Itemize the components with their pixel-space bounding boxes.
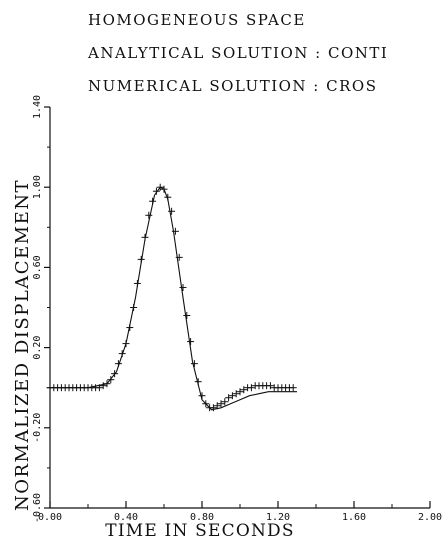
data-point-cross <box>164 193 172 201</box>
data-point-cross <box>190 360 198 368</box>
data-point-cross <box>141 233 149 241</box>
x-tick-label: 0.80 <box>190 512 214 523</box>
data-point-cross <box>213 402 221 410</box>
plot-area <box>49 107 430 509</box>
data-point-cross <box>289 384 297 392</box>
x-tick-label: 1.20 <box>266 512 290 523</box>
data-point-cross <box>187 338 195 346</box>
data-point-cross <box>156 183 164 191</box>
data-point-cross <box>130 304 138 311</box>
x-axis-label: TIME IN SECONDS <box>105 521 294 541</box>
axis-ticks: 0.00 0.40 0.80 1.20 1.60 2.00 -0.60 -0.20 0.20 0.… <box>32 95 442 523</box>
data-point-cross <box>232 390 240 398</box>
y-tick-label: 0.20 <box>32 336 43 360</box>
data-point-cross <box>118 350 126 358</box>
data-point-cross <box>175 253 183 261</box>
y-axis-label: NORMALIZED DISPLACEMENT <box>12 179 33 511</box>
data-point-cross <box>149 197 157 205</box>
data-point-cross <box>133 279 141 287</box>
y-tick-label: -0.20 <box>32 413 43 443</box>
data-point-cross <box>198 392 206 400</box>
data-point-cross <box>137 255 145 263</box>
data-point-cross <box>152 187 160 195</box>
data-point-cross <box>111 370 119 378</box>
data-point-cross <box>126 324 134 332</box>
data-point-cross <box>202 400 210 408</box>
data-point-cross <box>107 376 115 384</box>
y-tick-label: 1.40 <box>32 95 43 119</box>
series-line-analytical <box>50 186 297 411</box>
data-point-cross <box>247 384 255 392</box>
x-tick-label: 1.60 <box>342 512 366 523</box>
data-point-cross <box>236 388 244 396</box>
data-point-cross <box>168 207 176 215</box>
x-tick-label: 2.00 <box>418 512 442 523</box>
data-point-cross <box>114 360 122 368</box>
series-group <box>46 183 297 412</box>
chart-title-line-3: NUMERICAL SOLUTION : CROS <box>88 77 377 95</box>
data-point-cross <box>160 185 168 193</box>
data-point-cross <box>209 404 217 412</box>
data-point-cross <box>95 384 103 392</box>
data-point-cross <box>228 392 236 400</box>
y-tick-label: 0.60 <box>32 255 43 279</box>
x-tick-label: 0.00 <box>38 512 62 523</box>
data-point-cross <box>122 340 130 348</box>
data-point-cross <box>194 378 202 386</box>
data-point-cross <box>221 398 229 406</box>
data-point-cross <box>240 386 248 394</box>
data-point-cross <box>266 382 274 390</box>
data-point-cross <box>99 382 107 390</box>
data-point-cross <box>225 394 233 402</box>
data-point-cross <box>103 380 111 388</box>
data-point-cross <box>171 227 179 235</box>
chart-title-line-2: ANALYTICAL SOLUTION : CONTI <box>87 44 388 62</box>
chart-title-line-1: HOMOGENEOUS SPACE <box>88 11 306 29</box>
data-point-cross <box>145 211 153 219</box>
x-tick-label: 0.40 <box>114 512 138 523</box>
data-point-cross <box>179 283 187 291</box>
data-point-cross <box>217 400 225 408</box>
y-tick-label: 1.00 <box>32 175 43 199</box>
y-tick-label: -0.60 <box>32 493 43 523</box>
data-point-cross <box>183 312 191 320</box>
